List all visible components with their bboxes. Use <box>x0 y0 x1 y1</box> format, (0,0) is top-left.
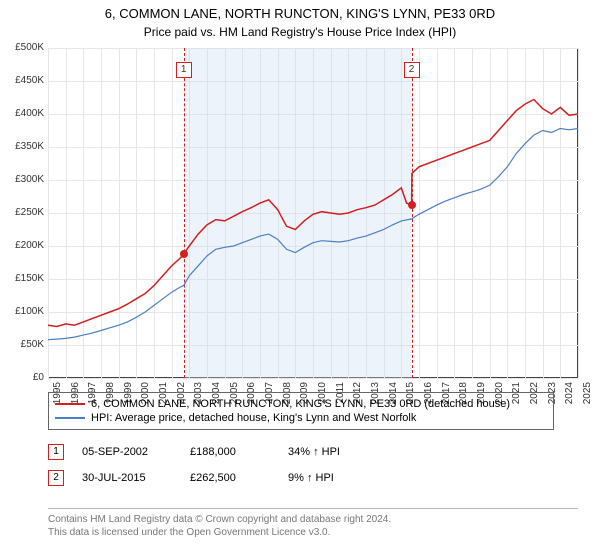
event-marker-box: 2 <box>404 62 420 78</box>
footer-line: This data is licensed under the Open Gov… <box>48 526 578 539</box>
y-tick-label: £250K <box>4 207 44 218</box>
chart-area: 12 <box>48 48 578 378</box>
transaction-delta: 34% ↑ HPI <box>288 446 340 458</box>
chart-lines <box>48 48 578 378</box>
transaction-marker: 2 <box>48 470 64 486</box>
transaction-row: 1 05-SEP-2002 £188,000 34% ↑ HPI <box>48 444 578 460</box>
x-tick-label: 2024 <box>564 382 575 412</box>
y-tick-label: £300K <box>4 174 44 185</box>
y-tick-label: £0 <box>4 372 44 383</box>
transaction-row: 2 30-JUL-2015 £262,500 9% ↑ HPI <box>48 470 578 486</box>
transaction-delta: 9% ↑ HPI <box>288 472 334 484</box>
gridline-h <box>48 378 578 379</box>
y-tick-label: £200K <box>4 240 44 251</box>
chart-title: 6, COMMON LANE, NORTH RUNCTON, KING'S LY… <box>0 0 600 23</box>
y-tick-label: £500K <box>4 42 44 53</box>
y-tick-label: £50K <box>4 339 44 350</box>
transaction-price: £188,000 <box>190 446 270 458</box>
legend-label: HPI: Average price, detached house, King… <box>91 412 416 424</box>
y-tick-label: £100K <box>4 306 44 317</box>
y-tick-label: £450K <box>4 75 44 86</box>
series-marker <box>180 250 188 258</box>
footer: Contains HM Land Registry data © Crown c… <box>48 508 578 539</box>
x-tick-label: 2025 <box>582 382 593 412</box>
legend-swatch <box>55 417 85 419</box>
legend-swatch <box>55 403 85 405</box>
series-line-price_paid <box>48 100 578 327</box>
event-marker-box: 1 <box>176 62 192 78</box>
y-tick-label: £150K <box>4 273 44 284</box>
y-tick-label: £350K <box>4 141 44 152</box>
y-tick-label: £400K <box>4 108 44 119</box>
transaction-date: 05-SEP-2002 <box>82 446 172 458</box>
series-marker <box>408 201 416 209</box>
footer-line: Contains HM Land Registry data © Crown c… <box>48 513 578 526</box>
legend-item: HPI: Average price, detached house, King… <box>55 411 547 425</box>
gridline-v <box>578 48 579 378</box>
transaction-price: £262,500 <box>190 472 270 484</box>
legend-item: 6, COMMON LANE, NORTH RUNCTON, KING'S LY… <box>55 397 547 411</box>
legend: 6, COMMON LANE, NORTH RUNCTON, KING'S LY… <box>48 392 554 430</box>
transaction-marker: 1 <box>48 444 64 460</box>
transaction-date: 30-JUL-2015 <box>82 472 172 484</box>
legend-label: 6, COMMON LANE, NORTH RUNCTON, KING'S LY… <box>91 398 510 410</box>
series-line-hpi <box>48 129 578 340</box>
chart-subtitle: Price paid vs. HM Land Registry's House … <box>0 23 600 39</box>
